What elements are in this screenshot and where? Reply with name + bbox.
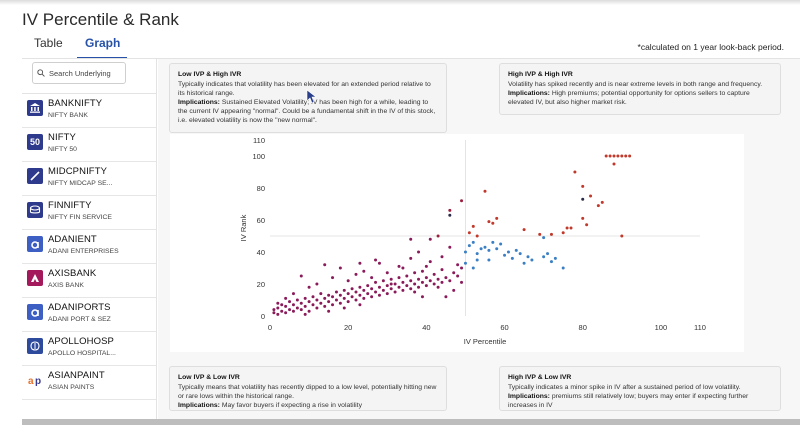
quadrant-text: Typically indicates a minor spike in IV …: [508, 384, 741, 391]
tabs-divider: [22, 58, 800, 59]
sidebar-item-finnifty[interactable]: FINNIFTY NIFTY FIN SERVICE: [22, 196, 156, 230]
sidebar-item-name: ASIANPAINT: [48, 370, 105, 381]
sidebar-item-sub: NIFTY BANK: [48, 112, 88, 119]
adani-icon: [27, 304, 43, 320]
coins-icon: [27, 202, 43, 218]
sidebar-item-name: MIDCPNIFTY: [48, 166, 108, 177]
plot-panel: [170, 134, 744, 352]
nifty50-icon: 50: [27, 134, 43, 150]
quadrant-heading: Low IVP & High IVR: [178, 71, 242, 78]
tab-graph[interactable]: Graph: [85, 36, 121, 50]
sidebar-item-name: APOLLOHOSP: [48, 336, 114, 347]
sidebar-item-name: ADANIENT: [48, 234, 97, 245]
sidebar-item-sub: APOLLO HOSPITAL...: [48, 350, 116, 357]
sidebar-item-sub: NIFTY MIDCAP SE...: [48, 180, 113, 187]
horizontal-scrollbar[interactable]: [22, 419, 800, 425]
quadrant-text: Volatility has spiked recently and is ne…: [508, 81, 763, 88]
quadrant-impl-label: Implications:: [508, 393, 550, 400]
quadrant-impl-label: Implications:: [508, 90, 550, 97]
sidebar-item-sub: ADANI ENTERPRISES: [48, 248, 119, 255]
quadrant-impl-label: Implications:: [178, 402, 220, 409]
sidebar-item-sub: ADANI PORT & SEZ: [48, 316, 111, 323]
page-title: IV Percentile & Rank: [22, 10, 179, 29]
tab-bar: Table Graph: [22, 36, 162, 59]
quadrant-impl-text: May favor buyers if expecting a rise in …: [221, 402, 362, 409]
underlying-sidebar: Search Underlying BANKNIFTY NIFTY BANK 5…: [22, 59, 157, 419]
bank-icon: [27, 100, 43, 116]
quadrant-impl-text: Sustained Elevated Volatility; IV has be…: [178, 99, 436, 124]
sidebar-item-name: BANKNIFTY: [48, 98, 103, 109]
sidebar-item-adanient[interactable]: ADANIENT ADANI ENTERPRISES: [22, 230, 156, 264]
quadrant-heading: High IVP & High IVR: [508, 71, 573, 78]
svg-text:p: p: [35, 376, 41, 387]
quadrant-heading: Low IVP & Low IVR: [178, 374, 240, 381]
quadrant-text: Typically means that volatility has rece…: [178, 384, 437, 400]
search-divider: [22, 93, 156, 94]
sidebar-item-axisbank[interactable]: AXISBANK AXIS BANK: [22, 264, 156, 298]
quadrant-box-high-ivp-high-ivr: High IVP & High IVR Volatility has spike…: [499, 63, 781, 115]
quadrant-impl-text: High premiums; potential opportunity for…: [508, 90, 750, 106]
quadrant-box-low-ivp-low-ivr: Low IVP & Low IVR Typically means that v…: [169, 366, 447, 411]
sidebar-item-banknifty[interactable]: BANKNIFTY NIFTY BANK: [22, 94, 156, 128]
sidebar-item-sub: NIFTY 50: [48, 146, 77, 153]
sidebar-item-adaniports[interactable]: ADANIPORTS ADANI PORT & SEZ: [22, 298, 156, 332]
search-placeholder: Search Underlying: [49, 69, 111, 78]
quadrant-impl-text: premiums still relatively low; buyers ma…: [508, 393, 749, 409]
sidebar-item-nifty[interactable]: 50 NIFTY NIFTY 50: [22, 128, 156, 162]
svg-text:a: a: [28, 376, 34, 387]
quadrant-box-high-ivp-low-ivr: High IVP & Low IVR Typically indicates a…: [499, 366, 781, 411]
quadrant-impl-label: Implications:: [178, 99, 220, 106]
apollo-icon: [27, 338, 43, 354]
window-top-shade: [0, 0, 800, 5]
quadrant-box-low-ivp-high-ivr: Low IVP & High IVR Typically indicates t…: [169, 63, 447, 133]
sidebar-item-name: FINNIFTY: [48, 200, 92, 211]
slash-icon: [27, 168, 43, 184]
sidebar-item-midcpnifty[interactable]: MIDCPNIFTY NIFTY MIDCAP SE...: [22, 162, 156, 196]
lookback-note: *calculated on 1 year look-back period.: [637, 42, 784, 52]
quadrant-text: Typically indicates that volatility has …: [178, 81, 431, 97]
tab-table[interactable]: Table: [34, 36, 63, 50]
sidebar-item-name: AXISBANK: [48, 268, 97, 279]
axis-icon: [27, 270, 43, 286]
search-input[interactable]: Search Underlying: [32, 62, 126, 84]
sidebar-item-name: NIFTY: [48, 132, 76, 143]
search-icon: [37, 69, 45, 77]
quadrant-heading: High IVP & Low IVR: [508, 374, 572, 381]
sidebar-item-sub: AXIS BANK: [48, 282, 84, 289]
sidebar-item-sub: ASIAN PAINTS: [48, 384, 95, 391]
sidebar-item-sub: NIFTY FIN SERVICE: [48, 214, 112, 221]
sidebar-item-apollohosp[interactable]: APOLLOHOSP APOLLO HOSPITAL...: [22, 332, 156, 366]
sidebar-item-name: ADANIPORTS: [48, 302, 111, 313]
adani-icon: [27, 236, 43, 252]
